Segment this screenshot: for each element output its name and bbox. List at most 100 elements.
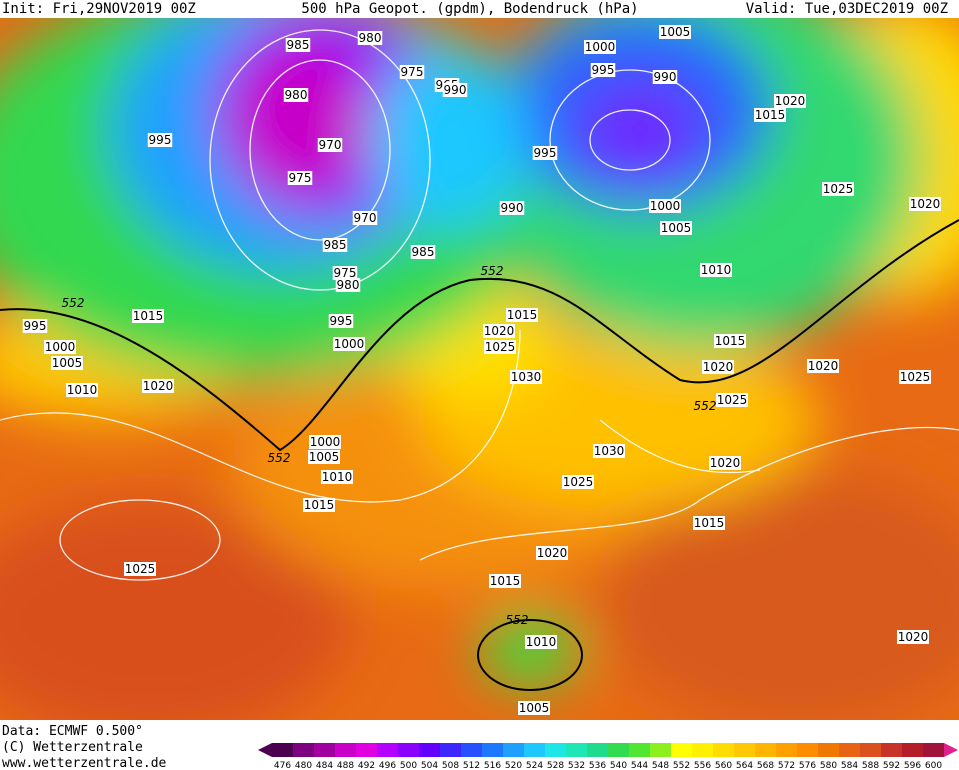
isobar-label: 1030 [594,444,625,458]
label-box [317,138,343,152]
label-box [659,25,691,39]
label-box [774,94,806,108]
isobar-label: 1020 [484,324,515,338]
scale-label: 576 [799,761,816,770]
isobar-label: 1010 [701,263,732,277]
label-box [322,238,348,252]
scale-label: 572 [778,761,795,770]
isobar-label: 1020 [710,456,741,470]
isobar-label: 1015 [133,309,164,323]
isobar-label: 990 [501,201,524,215]
isobar-label: 1020 [703,360,734,374]
scale-label: 596 [904,761,921,770]
label-box [66,383,98,397]
isobar-label: 1025 [125,562,156,576]
scale-swatch [671,743,692,757]
scale-swatch [440,743,461,757]
label-box [536,546,568,560]
valid-time: Valid: Tue,03DEC2019 00Z [746,1,948,17]
scale-swatch [419,743,440,757]
scale-label: 556 [694,761,711,770]
label-box [897,630,929,644]
label-box [754,108,786,122]
isobar-labels: 9859809759659909809959709759709859759809… [22,25,941,715]
isobar-label: 552 [268,451,291,465]
scale-label: 552 [673,761,690,770]
scale-arrow-left [258,743,272,757]
label-box [333,337,365,351]
isobar-label: 1000 [45,340,76,354]
label-box [51,356,83,370]
scale-label: 536 [589,761,606,770]
scale-label: 480 [295,761,312,770]
label-box [590,63,616,77]
isobar-label: 995 [592,63,615,77]
scale-swatch [314,743,335,757]
label-box [506,308,538,322]
scale-swatch [377,743,398,757]
scale-label: 588 [862,761,879,770]
isobar-label: 975 [401,65,424,79]
label-box [518,701,550,715]
scale-label: 568 [757,761,774,770]
scale-swatch [566,743,587,757]
isobar-label: 1010 [67,383,98,397]
label-box [702,360,734,374]
scale-label: 580 [820,761,837,770]
scale-swatch [335,743,356,757]
label-box [44,340,76,354]
isobar-label: 1015 [755,108,786,122]
isobar-label: 1020 [898,630,929,644]
label-box [328,314,354,328]
isobar-label: 990 [654,70,677,84]
isobar-label: 552 [62,296,85,310]
scale-swatch [881,743,902,757]
scale-label: 600 [925,761,942,770]
scale-label: 540 [610,761,627,770]
isobar-label: 1000 [310,435,341,449]
scale-swatch [692,743,713,757]
scale-label: 496 [379,761,396,770]
scale-label: 532 [568,761,585,770]
label-box [283,88,309,102]
isobar-label: 995 [534,146,557,160]
isobar-label: 970 [354,211,377,225]
scale-swatch [818,743,839,757]
scale-swatch [524,743,545,757]
scale-swatch [650,743,671,757]
scale-swatch [839,743,860,757]
scale-swatch [734,743,755,757]
label-box [483,324,515,338]
label-box [510,370,542,384]
scale-arrow-right [944,743,958,757]
scale-swatch [629,743,650,757]
scale-label: 584 [841,761,858,770]
color-scale: 476 480 484 488 492 496 500 504 508 512 516 520 524 5… [258,743,958,770]
isobar-label: 1020 [808,359,839,373]
copyright: (C) Wetterzentrale [2,740,143,755]
label-box [399,65,425,79]
website: www.wetterzentrale.de [2,756,167,770]
label-box [285,38,311,52]
isobar-label: 1020 [775,94,806,108]
isobar-label: 1005 [661,221,692,235]
scale-label: 592 [883,761,900,770]
scale-swatch [356,743,377,757]
label-box [142,379,174,393]
scale-swatch [398,743,419,757]
label-box [499,201,525,215]
label-box [649,199,681,213]
isobar-label: 1000 [650,199,681,213]
label-box [714,334,746,348]
scale-label: 488 [337,761,354,770]
scale-swatch [860,743,881,757]
label-box [709,456,741,470]
isobar-label: 1000 [585,40,616,54]
isobar-label: 1025 [717,393,748,407]
scale-swatch [923,743,944,757]
isobar-label: 990 [444,83,467,97]
label-box [716,393,748,407]
scale-swatch [608,743,629,757]
label-box [584,40,616,54]
label-box [22,319,48,333]
